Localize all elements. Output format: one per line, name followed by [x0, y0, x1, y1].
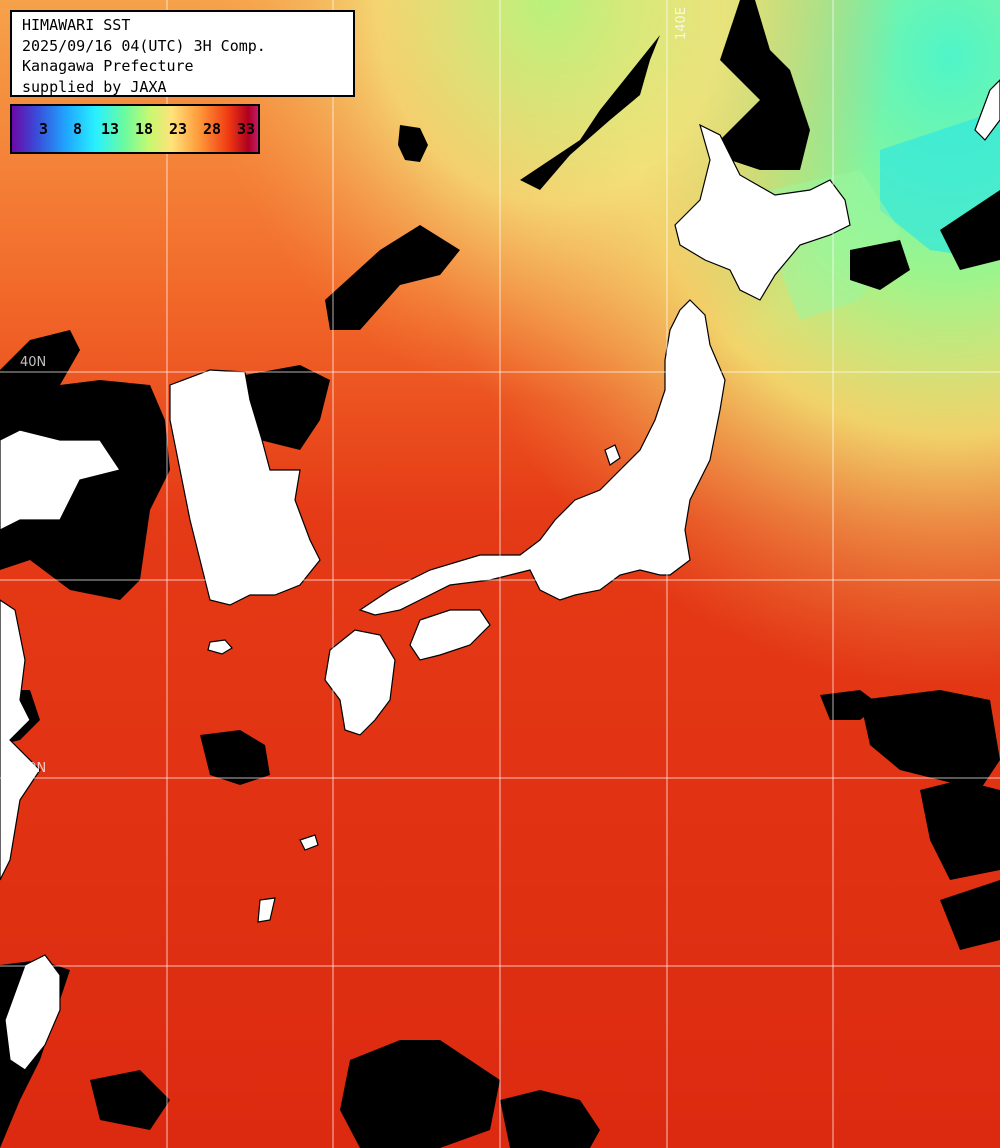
- timestamp: 2025/09/16 04(UTC) 3H Comp.: [22, 36, 266, 55]
- land-taiwan: [4, 954, 61, 1071]
- legend-label: 18: [135, 120, 154, 138]
- product-title: HIMAWARI SST: [22, 16, 131, 34]
- legend-label: 8: [73, 120, 83, 138]
- lon-label-140e: 140E: [674, 7, 689, 40]
- land-china: [0, 429, 121, 531]
- lat-label-30n: 30N: [20, 761, 46, 776]
- land-china-south: [0, 599, 41, 881]
- legend-label: 23: [169, 120, 188, 138]
- land-shikoku: [409, 609, 491, 661]
- land-korea: [169, 369, 321, 606]
- legend-label: 13: [101, 120, 120, 138]
- info-box: HIMAWARI SST 2025/09/16 04(UTC) 3H Comp.…: [10, 10, 355, 97]
- land-island-sado: [604, 444, 621, 466]
- land-hokkaido: [674, 123, 851, 301]
- land-honshu: [358, 299, 726, 616]
- color-scale-legend: 3 8 13 18 23 28 33: [10, 104, 260, 154]
- land-island-amami: [299, 834, 319, 851]
- region-label: Kanagawa Prefecture: [22, 57, 194, 75]
- land-sakhalin: [974, 79, 1000, 141]
- land-island-jeju: [207, 639, 233, 655]
- land-kyushu: [324, 629, 396, 736]
- credit-label: supplied by JAXA: [22, 77, 167, 96]
- legend-label: 3: [39, 120, 49, 138]
- lat-label-40n: 40N: [20, 355, 46, 370]
- legend-label: 33: [237, 120, 256, 138]
- landmass: [0, 79, 1000, 1071]
- legend-label: 28: [203, 120, 222, 138]
- land-island-okinawa: [257, 897, 276, 923]
